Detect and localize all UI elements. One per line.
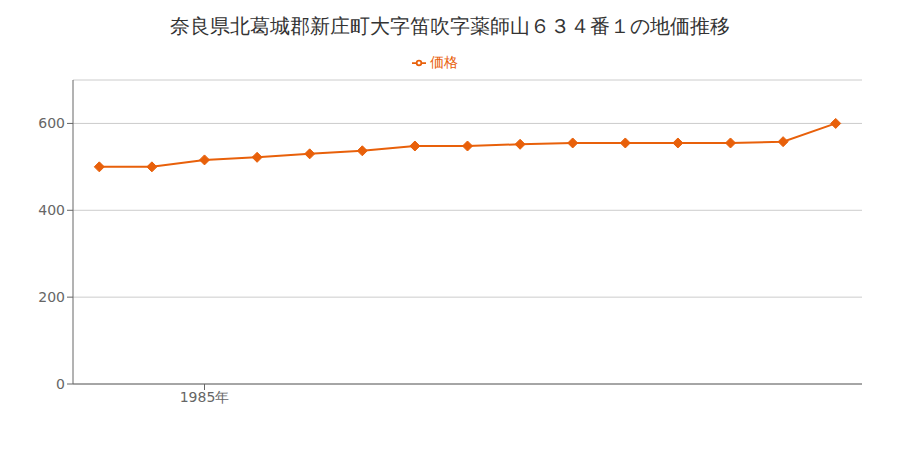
svg-text:0: 0 [56, 376, 65, 392]
svg-text:1985年: 1985年 [180, 389, 230, 405]
svg-text:600: 600 [38, 115, 65, 131]
svg-text:200: 200 [38, 289, 65, 305]
html-text:奈良県北葛城郡新庄町大字笛吹字薬師山６３４番１の地価推移: 奈良県北葛城郡新庄町大字笛吹字薬師山６３４番１の地価推移 [170, 14, 730, 38]
html-text:価格: 価格 [430, 54, 458, 70]
svg-text:400: 400 [38, 202, 65, 218]
